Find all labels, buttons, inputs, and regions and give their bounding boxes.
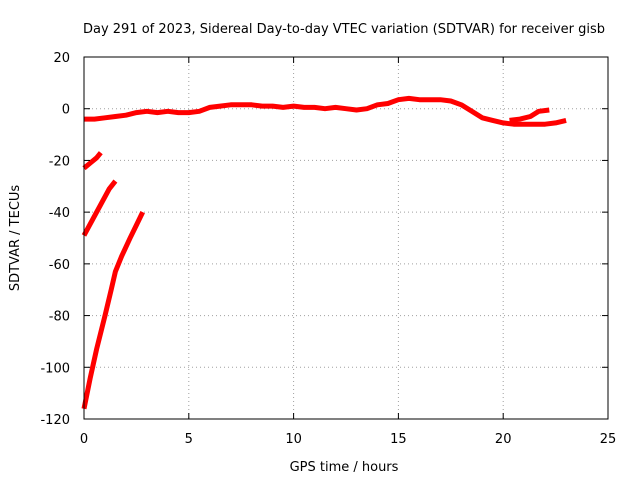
plot-frame [83,56,609,420]
y-axis-label: SDTVAR / TECUs [8,185,23,292]
series-line-short-arc-4 [509,107,550,123]
x-axis-label: GPS time / hours [290,460,399,475]
y-tick-label: -120 [40,413,70,428]
chart-title: Day 291 of 2023, Sidereal Day-to-day VTE… [83,22,605,37]
series-line-short-arc-2 [81,179,118,237]
x-tick-label: 0 [80,432,88,447]
y-tick-label: 20 [53,51,70,66]
series-line-main [84,95,567,127]
series-line-short-arc-1 [82,151,103,171]
y-tick-label: -40 [49,206,70,221]
y-tick-label: 0 [62,103,70,118]
x-tick-label: 25 [600,432,617,447]
x-tick-label: 20 [495,432,512,447]
x-tick-label: 10 [285,432,302,447]
x-tick-label: 15 [390,432,407,447]
axis-ticks: 0 5 10 15 20 25 20 0 -20 -40 -60 -80 -100 -120 [40,51,616,447]
y-tick-label: -20 [49,154,70,169]
y-tick-label: -100 [40,361,70,376]
x-tick-label: 5 [185,432,193,447]
grid [84,57,608,419]
y-tick-label: -60 [49,258,70,273]
data-series [81,95,567,410]
series-line-short-arc-3 [81,211,145,410]
y-tick-label: -80 [49,310,70,325]
